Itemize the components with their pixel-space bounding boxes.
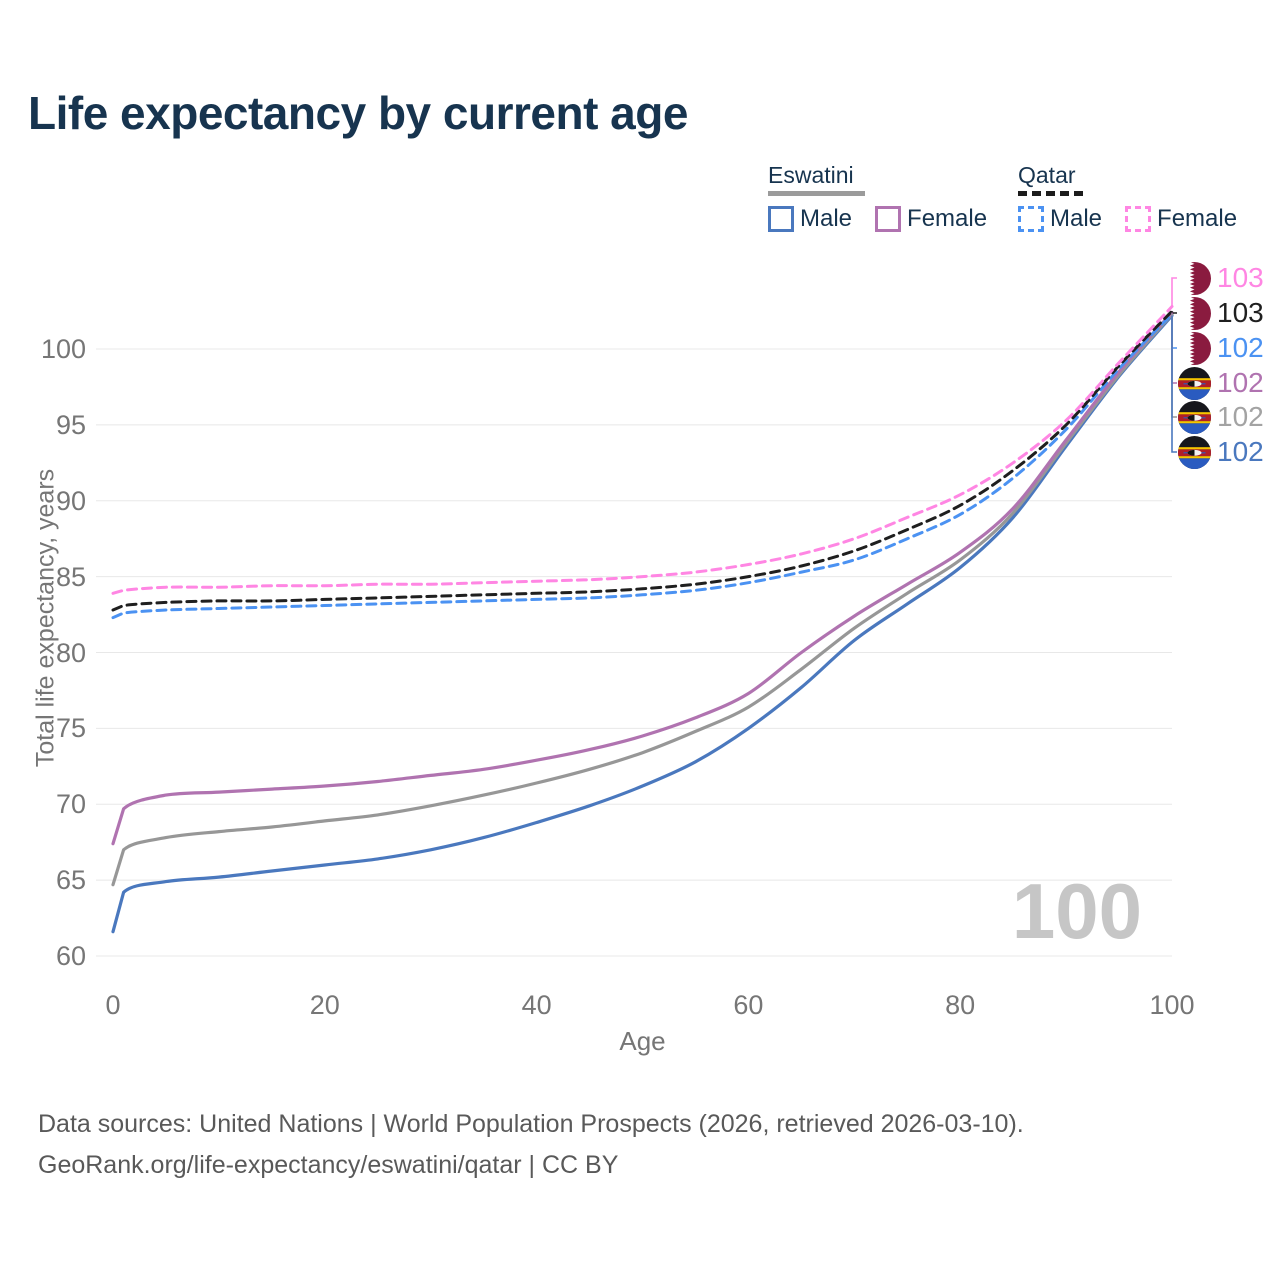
qatar-flag-icon bbox=[1178, 261, 1211, 295]
y-tick-label-95: 95 bbox=[55, 409, 86, 440]
end-label-qatar_male: 102 bbox=[1178, 331, 1264, 365]
legend-label-qatar-male: Male bbox=[1050, 205, 1103, 232]
data-sources-line: Data sources: United Nations | World Pop… bbox=[38, 1110, 1024, 1138]
x-axis-title: Age bbox=[619, 1026, 666, 1056]
legend-country-eswatini[interactable]: Eswatini bbox=[768, 162, 854, 188]
end-value-eswatini_male: 102 bbox=[1217, 436, 1264, 467]
y-tick-label-100: 100 bbox=[40, 334, 86, 364]
qatar-flag-icon bbox=[1178, 296, 1211, 330]
leader-line-eswatini_total bbox=[1171, 314, 1177, 418]
series-line-eswatini_male bbox=[111, 314, 1174, 934]
end-value-qatar_total: 103 bbox=[1217, 297, 1264, 328]
legend-label-qatar-female: Female bbox=[1157, 205, 1238, 232]
end-label-qatar_total: 103 bbox=[1178, 296, 1264, 330]
series-line-qatar_female bbox=[111, 305, 1174, 595]
legend-label-eswatini-male: Male bbox=[800, 205, 853, 232]
eswatini-male-swatch-icon bbox=[768, 206, 794, 232]
y-tick-label-65: 65 bbox=[55, 865, 86, 896]
qatar-dashed-underline bbox=[1018, 191, 1084, 196]
legend-items-qatar: Male Female bbox=[1018, 205, 1237, 233]
leader-line-qatar_total bbox=[1171, 311, 1177, 314]
end-value-eswatini_female: 102 bbox=[1217, 367, 1264, 398]
legend-item-qatar-female[interactable]: Female bbox=[1125, 205, 1237, 233]
leader-line-eswatini_female bbox=[1171, 312, 1177, 384]
legend-items-eswatini: Male Female bbox=[768, 205, 987, 233]
y-tick-label-70: 70 bbox=[55, 789, 86, 820]
end-value-eswatini_total: 102 bbox=[1217, 401, 1264, 432]
leader-line-qatar_female bbox=[1171, 277, 1177, 307]
end-label-eswatini_male: 102 bbox=[1178, 435, 1264, 469]
legend-country-qatar[interactable]: Qatar bbox=[1018, 162, 1076, 188]
x-tick-label-0: 0 bbox=[105, 990, 121, 1020]
leader-line-qatar_male bbox=[1171, 314, 1177, 349]
x-tick-label-100: 100 bbox=[1149, 990, 1195, 1020]
end-value-qatar_female: 103 bbox=[1217, 262, 1264, 293]
series-line-eswatini_female bbox=[111, 311, 1174, 846]
eswatini-flag-icon bbox=[1178, 400, 1211, 434]
leader-line-eswatini_male bbox=[1171, 315, 1177, 453]
y-tick-label-85: 85 bbox=[55, 561, 86, 592]
y-tick-label-60: 60 bbox=[55, 941, 86, 971]
qatar-male-swatch-icon bbox=[1018, 206, 1044, 232]
legend-label-eswatini-female: Female bbox=[907, 205, 988, 232]
y-tick-label-90: 90 bbox=[55, 485, 86, 516]
end-label-eswatini_total: 102 bbox=[1178, 400, 1264, 434]
legend-item-eswatini-female[interactable]: Female bbox=[875, 205, 987, 233]
legend-item-qatar-male[interactable]: Male bbox=[1018, 205, 1102, 233]
x-tick-label-80: 80 bbox=[945, 990, 976, 1020]
eswatini-female-swatch-icon bbox=[875, 206, 902, 232]
chart-title: Life expectancy by current age bbox=[28, 87, 688, 139]
end-value-qatar_male: 102 bbox=[1217, 332, 1264, 363]
qatar-female-swatch-icon bbox=[1125, 206, 1152, 232]
legend-item-eswatini-male[interactable]: Male bbox=[768, 205, 852, 233]
eswatini-flag-icon bbox=[1178, 435, 1211, 469]
x-tick-label-40: 40 bbox=[521, 990, 552, 1020]
eswatini-flag-icon bbox=[1178, 366, 1211, 400]
end-label-qatar_female: 103 bbox=[1178, 261, 1264, 295]
y-tick-label-75: 75 bbox=[55, 713, 86, 744]
x-tick-label-60: 60 bbox=[733, 990, 764, 1020]
series-line-qatar_total bbox=[111, 309, 1174, 612]
qatar-flag-icon bbox=[1178, 331, 1211, 365]
series-line-eswatini_total bbox=[111, 312, 1174, 887]
age-counter-watermark: 100 bbox=[1011, 867, 1142, 955]
license-line: GeoRank.org/life-expectancy/eswatini/qat… bbox=[38, 1151, 619, 1179]
y-tick-label-80: 80 bbox=[55, 637, 86, 668]
end-label-eswatini_female: 102 bbox=[1178, 366, 1264, 400]
series-line-qatar_male bbox=[111, 312, 1174, 620]
x-tick-label-20: 20 bbox=[309, 990, 340, 1020]
eswatini-solid-underline bbox=[768, 191, 865, 196]
source-attribution: Data sources: United Nations | World Pop… bbox=[38, 1104, 1024, 1186]
